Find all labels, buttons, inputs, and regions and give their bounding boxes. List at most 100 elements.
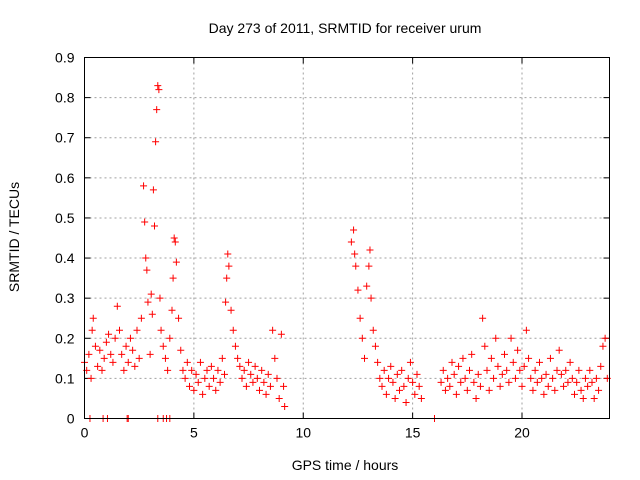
data-point [546, 354, 554, 362]
data-point [411, 390, 419, 398]
data-point [592, 374, 600, 382]
data-point [437, 378, 445, 386]
data-point [514, 346, 522, 354]
data-point [231, 342, 239, 350]
data-point [251, 362, 259, 370]
data-point [256, 386, 263, 394]
data-point [175, 314, 183, 322]
data-point [140, 182, 148, 190]
data-point [452, 390, 460, 398]
data-point [446, 382, 454, 390]
data-point [393, 370, 401, 378]
data-point [492, 334, 500, 342]
data-point [201, 374, 209, 382]
data-point [273, 374, 281, 382]
data-point [258, 366, 266, 374]
data-point [196, 358, 204, 366]
data-point [441, 386, 449, 394]
data-point [240, 366, 248, 374]
chart-title: Day 273 of 2011, SRMTID for receiver uru… [209, 20, 482, 36]
data-point [98, 366, 106, 374]
data-point [280, 382, 288, 390]
data-point [439, 366, 447, 374]
data-point [89, 314, 97, 322]
data-point [153, 106, 161, 114]
data-point [354, 286, 362, 294]
data-point [595, 386, 603, 394]
data-point [366, 246, 374, 254]
data-point [249, 378, 257, 386]
data-point [227, 306, 235, 314]
data-point [356, 314, 364, 322]
data-point [203, 366, 211, 374]
data-point [107, 350, 115, 358]
data-point [171, 238, 179, 246]
data-point [468, 350, 476, 358]
y-tick-label: 0.1 [55, 370, 75, 386]
data-point [599, 342, 607, 350]
data-point [494, 362, 502, 370]
data-point [236, 362, 244, 370]
data-point [234, 354, 242, 362]
data-point [142, 254, 150, 262]
x-tick-label: 15 [405, 425, 421, 441]
data-point [151, 222, 158, 230]
data-point [222, 298, 230, 306]
data-point [571, 390, 578, 398]
data-point [361, 354, 368, 362]
data-point [498, 370, 506, 378]
data-point [560, 382, 568, 390]
data-point [122, 342, 130, 350]
data-point [264, 370, 272, 378]
data-point [159, 342, 167, 350]
data-point [149, 186, 157, 194]
data-point [177, 346, 185, 354]
data-point [129, 346, 137, 354]
data-point [247, 370, 255, 378]
data-point [536, 358, 543, 366]
data-point [509, 358, 517, 366]
data-point [210, 374, 218, 382]
data-point [85, 350, 93, 358]
data-point [597, 362, 605, 370]
data-point [487, 354, 495, 362]
data-point [120, 366, 128, 374]
data-point [144, 298, 152, 306]
data-point [564, 378, 572, 386]
data-point [194, 378, 202, 386]
data-point [155, 86, 163, 94]
y-tick-label: 0.6 [55, 170, 75, 186]
grid-lines [84, 57, 610, 419]
data-point [529, 386, 537, 394]
x-tick-label: 10 [295, 425, 311, 441]
data-point [459, 354, 467, 362]
data-point [352, 262, 360, 270]
data-point [483, 366, 491, 374]
data-point [88, 326, 96, 334]
data-point [584, 382, 592, 390]
x-tick-label: 20 [514, 425, 530, 441]
data-point [472, 394, 480, 402]
data-point [253, 374, 261, 382]
data-point [183, 358, 191, 366]
data-point [413, 370, 421, 378]
data-point [461, 374, 469, 382]
data-point [147, 290, 155, 298]
data-point [417, 394, 425, 402]
data-point [199, 390, 207, 398]
data-point [113, 302, 121, 310]
data-point [281, 402, 289, 410]
data-point [260, 378, 268, 386]
data-point [146, 350, 154, 358]
data-point [161, 354, 169, 362]
data-point [466, 366, 473, 374]
data-point [398, 366, 406, 374]
data-point [474, 370, 482, 378]
data-point [365, 262, 373, 270]
x-tick-label: 0 [81, 425, 89, 441]
data-point [181, 374, 189, 382]
data-point [575, 366, 583, 374]
x-axis-label: GPS time / hours [292, 457, 399, 473]
data-point [350, 226, 358, 234]
data-point [143, 266, 151, 274]
